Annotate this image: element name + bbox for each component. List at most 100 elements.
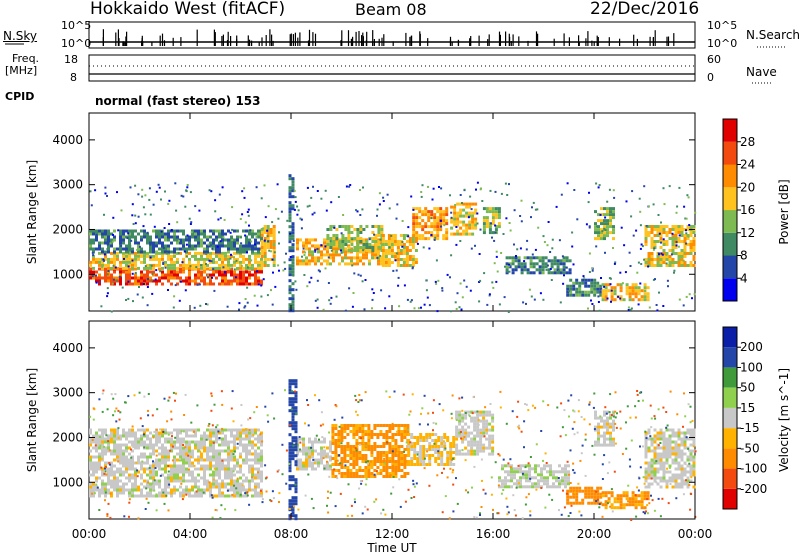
nsearch-tick-bottom: 10^0 [707,37,738,50]
colorbar-tick-label: 4 [740,271,748,285]
colorbar-segment [723,187,737,211]
freq-unit-label: [MHz] [5,64,38,77]
colorbar-tick-label: 50 [740,381,755,395]
colorbar-tick-label: 200 [740,340,763,354]
nsky-panel [88,21,696,49]
data-region [498,464,570,489]
freq-tick-top: 18 [64,53,78,66]
data-region [412,207,449,241]
colorbar-tick-label: -50 [740,441,760,455]
colorbar-tick-label: -15 [740,421,760,435]
y-axis-label: Slant Range [km] [25,368,39,472]
colorbar-segment [723,347,737,368]
colorbar-tick-label: 100 [740,360,763,374]
data-region [594,207,615,241]
colorbar-segment [723,428,737,449]
y-tick-label: 4000 [52,341,83,355]
data-region [601,283,650,302]
data-region [566,278,603,297]
nsearch-label: N.Search [746,28,800,42]
x-tick-label: 00:00 [72,527,107,541]
freq-panel [88,54,696,82]
beam-label: Beam 08 [355,0,427,19]
data-region [482,207,501,235]
data-region [450,202,478,236]
colorbar-segment [723,367,737,388]
colorbar-segment [723,232,737,256]
nave-tick-bottom: 0 [707,71,714,84]
colorbar-segment [723,387,737,408]
colorbar-label: Power [dB] [777,179,791,244]
colorbar-segment [723,468,737,489]
data-region [326,225,384,252]
data-region [296,437,332,471]
colorbar-tick-label: -100 [740,462,767,476]
data-region [601,491,650,510]
nave-label: Nave [746,65,777,79]
velocity-heatmap [89,379,697,521]
data-region [407,433,456,466]
data-region [644,428,696,489]
colorbar-tick-label: 8 [740,249,748,263]
data-region [381,234,418,267]
colorbar-label: Velocity [m s^-1] [777,368,791,472]
freq-tick-bottom: 8 [70,71,77,84]
data-region [260,225,276,267]
y-tick-label: 2000 [52,222,83,236]
colorbar-segment [723,210,737,233]
nave-tick-top: 60 [707,53,721,66]
power-axes: 1000 2000 3000 4000 Slant Range [km] [25,113,696,311]
colorbar-segment [723,488,737,509]
x-tick-label: 20:00 [577,527,612,541]
data-region [505,256,572,275]
colorbar-segment [723,407,737,429]
data-region [89,428,263,498]
x-axis-label: Time UT [366,541,417,554]
colorbar-segment [723,327,737,348]
x-tick-label: 12:00 [375,527,410,541]
data-region [594,410,615,447]
x-tick-label: 00:00 [678,527,713,541]
velocity-colorbar: -200 -100 -50 -15 15 50 100 200 Velocity [m s^-1… [722,326,791,510]
x-tick-label: 16:00 [476,527,511,541]
colorbar-tick-label: -200 [740,482,767,496]
cpid-label: CPID [5,90,35,103]
colorbar-segment [723,119,737,142]
colorbar-segment [723,278,737,302]
colorbar-tick-label: 16 [740,203,755,217]
power-heatmap [89,174,697,313]
nsearch-tick-top: 10^5 [707,19,738,32]
colorbar-segment [723,164,737,188]
noise-points [89,181,697,313]
colorbar-tick-label: 24 [740,158,755,172]
y-axis-label: Slant Range [km] [25,160,39,264]
colorbar-segment [723,448,737,469]
noise-points [89,389,697,521]
velocity-axes: 00:00 04:00 08:00 12:00 16:00 20:00 00:00 1000 2… [25,321,712,554]
colorbar-tick-label: 20 [740,180,755,194]
data-region [644,225,696,267]
nsky-bars [89,29,695,46]
data-region [566,486,603,505]
nsky-tick-bottom: 10^0 [61,37,92,50]
colorbar-tick-label: 15 [740,401,755,415]
colorbar-frame [722,326,738,510]
date-label: 22/Dec/2016 [590,0,700,19]
data-region [288,379,298,521]
y-tick-label: 1000 [52,475,83,489]
cpid-value: normal (fast stereo) 153 [95,94,261,108]
y-tick-label: 3000 [52,178,83,192]
x-tick-label: 04:00 [173,527,208,541]
power-colorbar: 4 8 12 16 20 24 28 Power [dB] [722,118,791,302]
y-tick-label: 1000 [52,267,83,281]
radar-title: Hokkaido West (fitACF) [90,0,286,19]
y-tick-label: 3000 [52,386,83,400]
colorbar-segment [723,255,737,279]
y-tick-label: 4000 [52,133,83,147]
y-tick-label: 2000 [52,430,83,444]
nsky-tick-top: 10^5 [61,19,92,32]
x-tick-label: 08:00 [274,527,309,541]
colorbar-tick-label: 28 [740,135,755,149]
data-region [455,410,495,456]
